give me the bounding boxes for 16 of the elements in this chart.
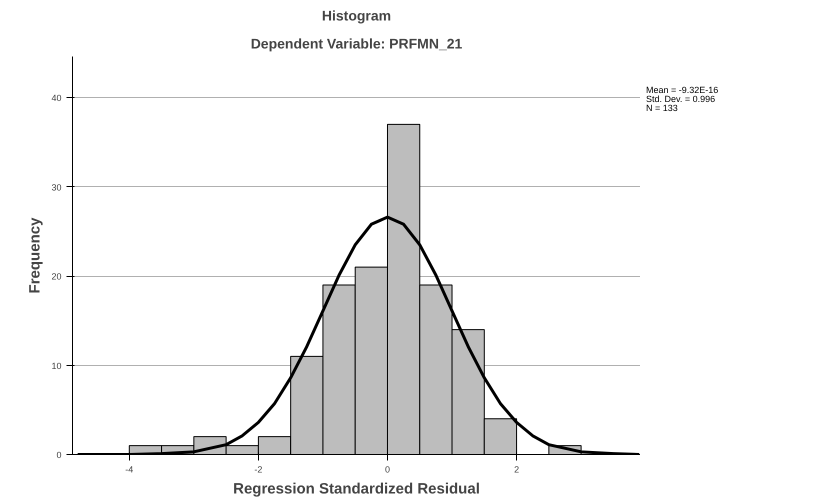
y-tick-label: 30 [51, 182, 62, 192]
y-tick-label: 0 [56, 450, 62, 460]
y-tick-label: 40 [51, 93, 62, 104]
x-tick-label: -4 [125, 464, 134, 474]
chart-title: Histogram [322, 8, 392, 24]
y-tick-label: 20 [51, 272, 62, 282]
y-tick-label: 10 [51, 360, 62, 371]
text: N = 133 [646, 103, 678, 113]
chart-subtitle: Dependent Variable: PRFMN_21 [250, 36, 463, 52]
x-tick-label: -2 [254, 464, 262, 474]
y-axis-title: Frequency [26, 216, 44, 294]
x-tick-label: 2 [514, 464, 520, 474]
x-tick-label: 0 [384, 464, 390, 474]
x-axis-title: Regression Standardized Residual [233, 480, 480, 498]
text: Mean = -9.32E-16 [646, 85, 718, 95]
text: Std. Dev. = 0.996 [646, 94, 716, 104]
